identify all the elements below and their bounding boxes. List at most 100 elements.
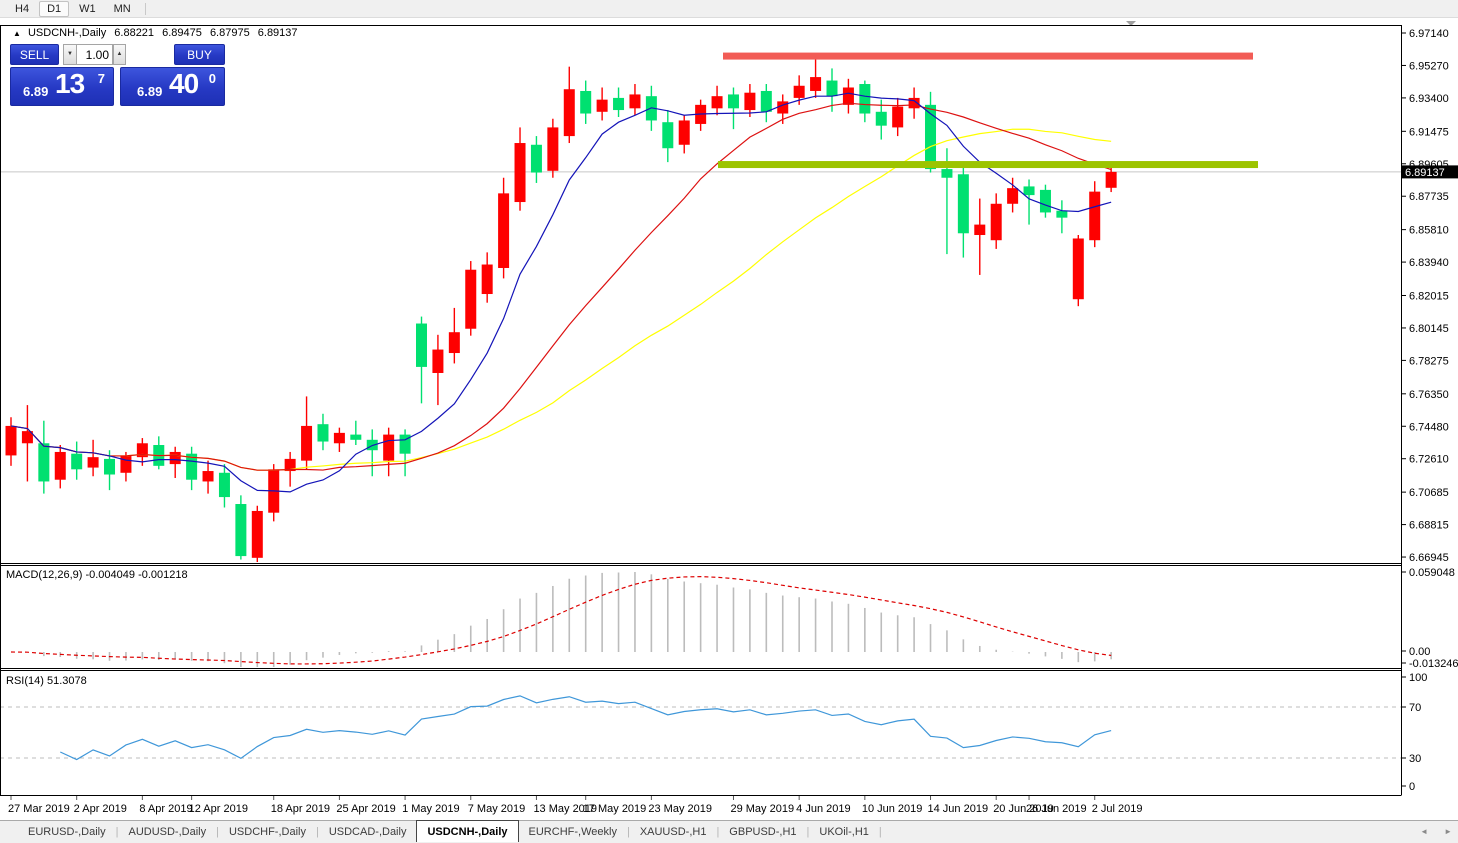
- ma-mid-line: [10, 102, 1112, 471]
- ohlc-open-value: 6.88221: [114, 27, 155, 39]
- svg-text:6.74480: 6.74480: [1409, 421, 1449, 433]
- tab-separator: |: [626, 826, 630, 838]
- svg-text:6.91475: 6.91475: [1409, 126, 1449, 138]
- symbol-header: ▲ USDCNH-,Daily 6.88221 6.89475 6.87975 …: [13, 27, 303, 39]
- panel-borders: [0, 25, 1402, 796]
- svg-text:6.76350: 6.76350: [1409, 389, 1449, 401]
- timeframe-button-w1[interactable]: W1: [79, 2, 96, 15]
- svg-text:6.80145: 6.80145: [1409, 323, 1449, 335]
- svg-text:6.93400: 6.93400: [1409, 93, 1449, 105]
- tab-scroll-controls: ◄ ►: [1420, 827, 1452, 836]
- buy-price-small: 6.89: [137, 84, 163, 99]
- svg-text:70: 70: [1409, 702, 1421, 714]
- tab-scroll-left-button[interactable]: ◄: [1420, 827, 1429, 836]
- tab-audusd-daily[interactable]: AUDUSD-,Daily: [128, 826, 207, 838]
- indicator-labels: MACD(12,26,9) -0.004049 -0.001218 RSI(14)…: [6, 569, 188, 687]
- tab-usdcad-daily[interactable]: USDCAD-,Daily: [328, 826, 407, 838]
- price-axis: 6.971406.952706.934006.914756.896056.877…: [1401, 28, 1449, 564]
- svg-text:6.78275: 6.78275: [1409, 355, 1449, 367]
- one-click-collapse-toggle[interactable]: ▲: [13, 29, 21, 38]
- svg-text:0.00: 0.00: [1409, 646, 1430, 658]
- symbol-name-label: USDCNH-,Daily: [27, 27, 107, 39]
- buy-button[interactable]: BUY: [174, 44, 225, 65]
- timeframe-button-d1[interactable]: D1: [39, 0, 70, 17]
- sell-price-sup: 7: [97, 71, 105, 86]
- tab-usdchf-daily[interactable]: USDCHF-,Daily: [228, 826, 306, 838]
- svg-text:MACD(12,26,9) -0.004049 -0.001: MACD(12,26,9) -0.004049 -0.001218: [6, 569, 188, 581]
- svg-text:6.82015: 6.82015: [1409, 290, 1449, 302]
- timeframe-button-h4[interactable]: H4: [15, 2, 30, 15]
- svg-text:6.83940: 6.83940: [1409, 257, 1449, 269]
- tab-ukoil-h1[interactable]: UKOil-,H1: [819, 826, 869, 838]
- tab-xauusd-h1[interactable]: XAUUSD-,H1: [639, 826, 707, 838]
- svg-text:RSI(14) 51.3078: RSI(14) 51.3078: [6, 675, 87, 687]
- buy-price-sup: 0: [208, 71, 216, 86]
- tab-eurusd-daily[interactable]: EURUSD-,Daily: [28, 826, 106, 838]
- tab-separator: |: [878, 826, 882, 838]
- svg-text:6.66945: 6.66945: [1409, 552, 1449, 564]
- symbol-tabs: EURUSD-,Daily | AUDUSD-,Daily | USDCHF-,Dail…: [18, 820, 882, 843]
- chart-background: [0, 18, 1458, 820]
- current-price-tag: 6.89137: [1402, 165, 1458, 179]
- support-line[interactable]: [718, 161, 1258, 169]
- svg-text:0.059048: 0.059048: [1409, 567, 1455, 579]
- tab-separator: |: [216, 826, 219, 838]
- svg-text:6.72610: 6.72610: [1409, 454, 1449, 466]
- macd-signal-line: [10, 576, 1112, 665]
- tab-separator: |: [315, 826, 319, 838]
- date-axis-label: 8 Apr 2019: [139, 803, 192, 815]
- sell-price-box[interactable]: 6.89 13 7: [10, 67, 114, 106]
- svg-text:0: 0: [1409, 781, 1415, 793]
- svg-text:6.97140: 6.97140: [1409, 28, 1449, 40]
- timeframe-bar: H4 D1 W1 MN: [6, 0, 151, 17]
- sell-button[interactable]: SELL: [10, 44, 59, 65]
- sell-price-small: 6.89: [23, 84, 49, 99]
- buy-price-big: 40: [169, 68, 199, 99]
- toolbar-separator: [144, 2, 146, 15]
- date-axis-label: 2 Apr 2019: [74, 803, 127, 815]
- resistance-line[interactable]: [723, 52, 1253, 60]
- date-axis-label: 17 May 2019: [583, 803, 647, 815]
- date-axis-label: 18 Apr 2019: [271, 803, 330, 815]
- tab-separator: |: [716, 826, 720, 838]
- date-axis-label: 23 May 2019: [648, 803, 712, 815]
- date-axis-label: 25 Apr 2019: [336, 803, 395, 815]
- ohlc-low-value: 6.87975: [209, 27, 250, 39]
- volume-decrease-button[interactable]: ▼: [63, 44, 76, 65]
- rsi-line: [60, 695, 1112, 761]
- date-axis-label: 10 Jun 2019: [862, 803, 923, 815]
- date-axis-label: 26 Jun 2019: [1026, 803, 1087, 815]
- tab-separator: |: [115, 826, 119, 838]
- tab-eurchf-weekly[interactable]: EURCHF-,Weekly: [528, 826, 617, 838]
- svg-text:6.89137: 6.89137: [1405, 167, 1445, 179]
- volume-input[interactable]: [76, 44, 113, 65]
- tab-usdcnh-daily[interactable]: USDCNH-,Daily: [416, 820, 519, 842]
- svg-text:6.85810: 6.85810: [1409, 225, 1449, 237]
- one-click-trading-panel: SELL ▼ ▲ BUY 6.89 13 7 6.89 40 0: [10, 44, 225, 106]
- ma-fast-line: [10, 92, 1112, 493]
- date-axis-label: 4 Jun 2019: [796, 803, 850, 815]
- date-axis-label: 1 May 2019: [402, 803, 459, 815]
- svg-text:100: 100: [1409, 672, 1427, 684]
- chart-shift-marker[interactable]: [1126, 21, 1136, 26]
- date-axis-label: 20 Jun 2019: [993, 803, 1054, 815]
- rsi-axis: 100 70 30 0: [1401, 672, 1427, 793]
- svg-text:30: 30: [1409, 753, 1421, 765]
- timeframe-toolbar: H4 D1 W1 MN: [0, 0, 1458, 18]
- date-axis-label: 14 Jun 2019: [928, 803, 989, 815]
- tab-gbpusd-h1[interactable]: GBPUSD-,H1: [729, 826, 797, 838]
- macd-axis: 0.059048 0.00-0.013246: [1401, 567, 1458, 670]
- ohlc-close-value: 6.89137: [257, 27, 298, 39]
- svg-text:6.68815: 6.68815: [1409, 520, 1449, 532]
- volume-increase-button[interactable]: ▲: [113, 44, 126, 65]
- date-axis-label: 13 May 2019: [533, 803, 597, 815]
- tab-separator: |: [806, 826, 810, 838]
- candles-layer: [5, 56, 1117, 562]
- buy-price-box[interactable]: 6.89 40 0: [120, 67, 225, 106]
- tab-scroll-right-button[interactable]: ►: [1444, 827, 1452, 836]
- timeframe-button-mn[interactable]: MN: [113, 2, 131, 15]
- svg-text:-0.013246: -0.013246: [1409, 658, 1458, 670]
